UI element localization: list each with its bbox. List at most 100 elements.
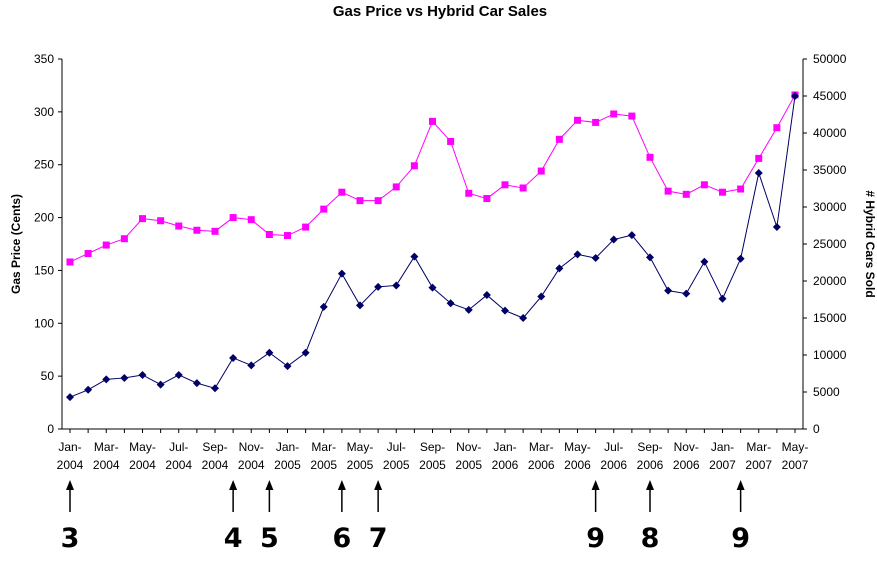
- hybrid-sales-point: [374, 282, 383, 291]
- x-tick-label-year: 2007: [745, 458, 772, 472]
- hybrid-sales-point: [700, 257, 709, 266]
- annotation-arrow-head: [646, 480, 654, 490]
- x-tick-label-year: 2005: [419, 458, 446, 472]
- hybrid-sales-point: [736, 254, 745, 263]
- gas-price-point: [447, 137, 455, 145]
- annotation-number: 4: [224, 523, 243, 554]
- left-tick-label: 250: [34, 158, 54, 172]
- annotation-number: 7: [369, 523, 388, 554]
- x-tick-label: Mar-: [529, 440, 554, 454]
- x-tick-label-year: 2006: [528, 458, 555, 472]
- x-tick-label: Jan-: [711, 440, 734, 454]
- x-tick-label-year: 2005: [347, 458, 374, 472]
- gas-price-point: [628, 112, 636, 120]
- gas-price-point: [755, 154, 763, 162]
- x-tick-label: May-: [782, 440, 809, 454]
- hybrid-sales-point: [120, 373, 129, 382]
- series-markers: [66, 91, 799, 402]
- x-tick-label-year: 2004: [93, 458, 120, 472]
- annotation-number: 6: [332, 523, 351, 554]
- right-tick-label: 25000: [813, 237, 847, 251]
- gas-price-point: [610, 110, 618, 118]
- x-tick-label-year: 2006: [600, 458, 627, 472]
- hybrid-sales-point: [66, 393, 74, 402]
- left-tick-label: 300: [34, 105, 54, 119]
- gas-price-point: [193, 226, 201, 234]
- gas-price-point: [84, 250, 92, 258]
- x-axis: Jan- 2004 Mar- 2004 May- 2004 Jul- 2004 Sep- 2004…: [57, 429, 809, 472]
- x-tick-label: Sep-: [637, 440, 662, 454]
- hybrid-sales-point: [301, 348, 310, 357]
- gas-price-point: [700, 181, 708, 189]
- hybrid-sales-point: [283, 362, 292, 371]
- series-lines: [69, 94, 796, 398]
- gas-price-point: [501, 181, 509, 189]
- x-tick-label: Mar-: [311, 440, 336, 454]
- x-tick-label-year: 2005: [310, 458, 337, 472]
- annotation-number: 3: [61, 523, 80, 554]
- right-tick-label: 5000: [813, 385, 840, 399]
- right-y-axis: 0 5000 10000 15000 20000 25000 30000 35000 40000…: [803, 52, 847, 436]
- annotation-arrow-head: [337, 480, 346, 490]
- left-y-axis: 0 50 100 150 200 250 300 350: [34, 52, 62, 436]
- left-tick-label: 150: [34, 263, 54, 277]
- gas-price-point: [320, 205, 328, 213]
- series-2-line: [69, 95, 796, 398]
- hybrid-sales-point: [627, 231, 636, 240]
- right-tick-label: 40000: [813, 126, 847, 140]
- hybrid-sales-point: [138, 370, 147, 379]
- annotation-arrow-head: [591, 480, 600, 490]
- x-tick-label-year: 2004: [202, 458, 229, 472]
- hybrid-sales-point: [174, 370, 183, 379]
- hybrid-sales-point: [718, 294, 727, 303]
- gas-price-point: [120, 235, 128, 243]
- x-tick-label: Sep-: [420, 440, 445, 454]
- gas-price-point: [719, 188, 726, 196]
- x-tick-label-year: 2004: [57, 458, 84, 472]
- x-tick-label: Mar-: [746, 440, 771, 454]
- x-tick-label: May-: [347, 440, 374, 454]
- right-tick-label: 45000: [813, 89, 847, 103]
- hybrid-sales-point: [482, 291, 491, 300]
- gas-price-point: [247, 216, 255, 224]
- gas-price-point: [592, 118, 600, 126]
- hybrid-sales-point: [247, 361, 256, 370]
- x-tick-label: Nov-: [456, 440, 481, 454]
- right-tick-label: 20000: [813, 274, 847, 288]
- left-tick-label: 100: [34, 316, 54, 330]
- annotation-arrow-head: [229, 480, 238, 490]
- hybrid-sales-point: [156, 380, 165, 389]
- gas-price-point: [574, 116, 581, 124]
- right-tick-label: 30000: [813, 200, 847, 214]
- left-tick-label: 0: [47, 422, 54, 436]
- annotation-arrow-head: [66, 480, 74, 490]
- x-tick-label-year: 2007: [782, 458, 809, 472]
- x-tick-label: Jul-: [169, 440, 188, 454]
- right-tick-label: 35000: [813, 163, 847, 177]
- annotation-number: 5: [260, 523, 279, 554]
- left-tick-label: 350: [34, 52, 54, 66]
- x-tick-label-year: 2005: [383, 458, 410, 472]
- x-tick-label: Nov-: [239, 440, 264, 454]
- gas-price-point: [374, 197, 382, 205]
- hybrid-sales-point: [356, 301, 364, 310]
- gas-price-point: [175, 222, 183, 230]
- x-tick-label: Jan-: [276, 440, 299, 454]
- hybrid-sales-point: [229, 353, 238, 362]
- hybrid-sales-point: [791, 92, 799, 100]
- x-tick-label-year: 2005: [455, 458, 482, 472]
- annotation-arrow-head: [265, 480, 274, 490]
- hybrid-sales-point: [754, 168, 763, 177]
- x-tick-label-year: 2004: [165, 458, 192, 472]
- right-tick-label: 15000: [813, 311, 847, 325]
- hybrid-sales-point: [392, 281, 401, 290]
- gas-price-point: [483, 195, 491, 203]
- left-axis-label: Gas Price (Cents): [9, 194, 23, 294]
- hybrid-sales-point: [537, 292, 546, 301]
- gas-price-point: [284, 232, 291, 240]
- hybrid-sales-point: [192, 379, 201, 388]
- right-axis-label: # Hybrid Cars Sold: [863, 190, 877, 297]
- hybrid-sales-point: [102, 375, 111, 384]
- x-tick-label-year: 2007: [709, 458, 736, 472]
